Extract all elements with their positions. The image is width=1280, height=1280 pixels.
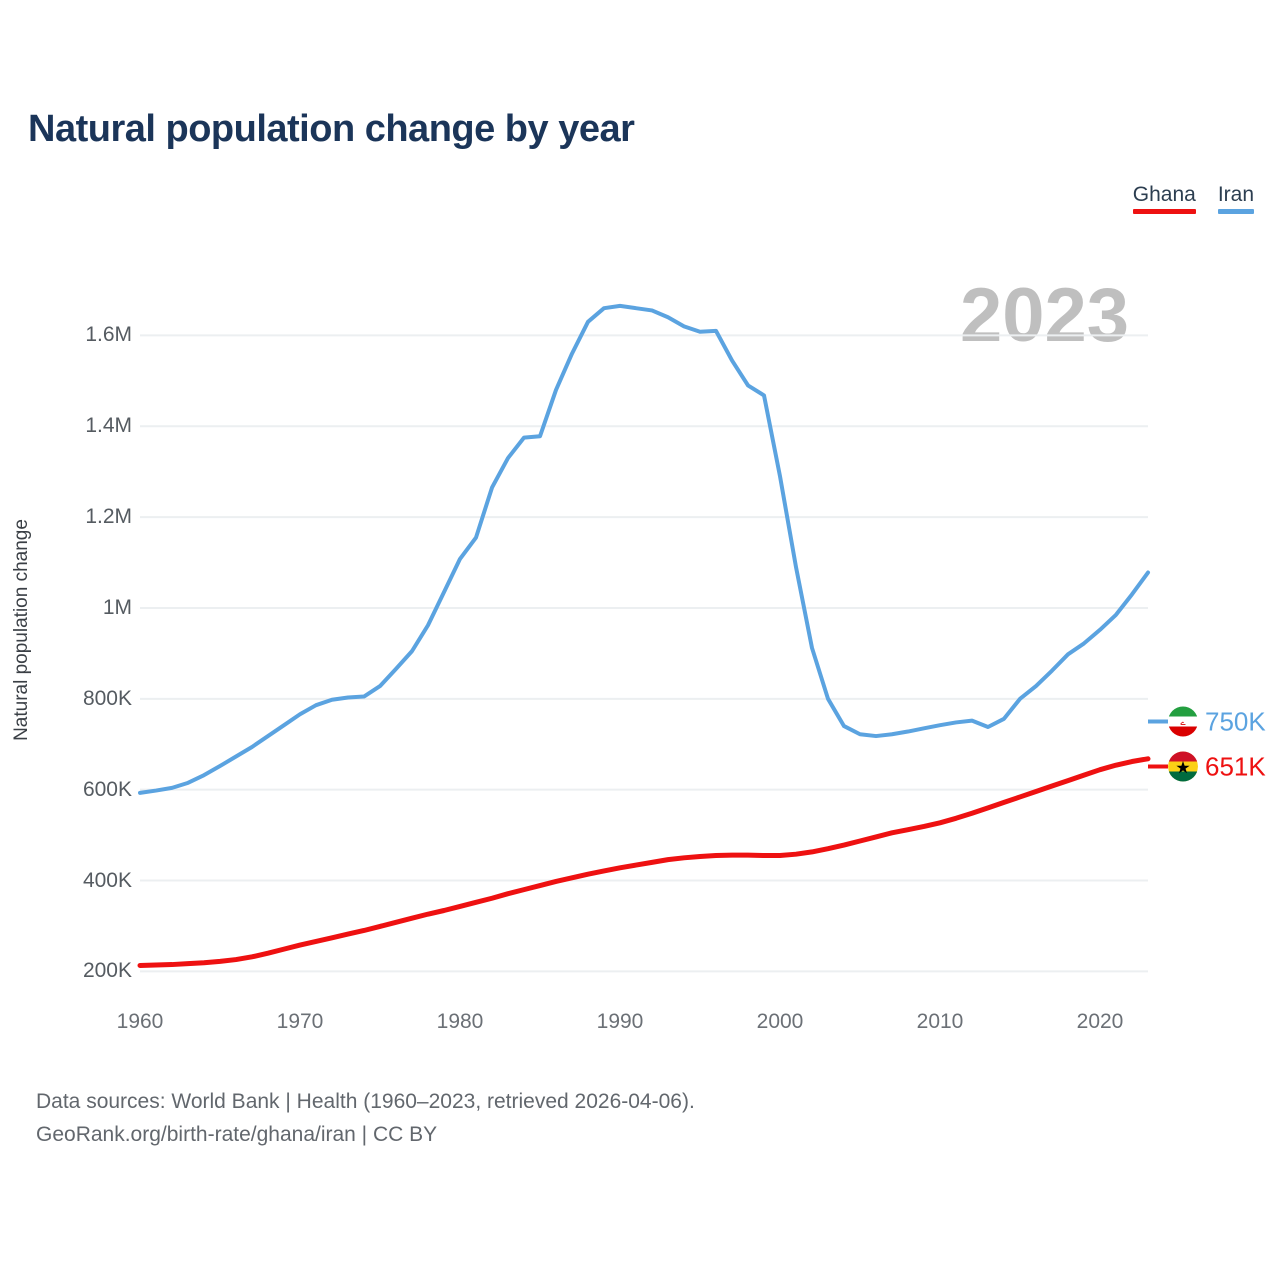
x-axis-tick: 2000 <box>756 1010 804 1033</box>
legend-item-label: Ghana <box>1132 183 1196 206</box>
footer-line-sources: Data sources: World Bank | Health (1960–… <box>36 1090 695 1113</box>
iran-flag-icon: ے <box>1168 706 1198 737</box>
legend-item-ghana[interactable]: Ghana <box>1132 183 1196 215</box>
x-axis-tick: 1990 <box>596 1010 644 1033</box>
legend-color-swatch <box>1217 209 1254 215</box>
y-axis-tick: 200K <box>82 959 132 983</box>
endpoint-connectors <box>1148 719 1168 769</box>
x-axis-tick: 1970 <box>276 1010 324 1033</box>
chart-legend: Ghana Iran <box>1132 183 1254 215</box>
footer-line-url: GeoRank.org/birth-rate/ghana/iran | CC B… <box>36 1122 438 1146</box>
endpoint-iran: ے 750K <box>1168 706 1266 737</box>
y-axis-tick: 1M <box>102 595 132 619</box>
y-axis-tick: 1.2M <box>85 505 132 529</box>
endpoint-value-label: 651K <box>1205 751 1266 781</box>
series-line-iran <box>138 303 1150 795</box>
x-axis-tick: 1980 <box>436 1010 484 1033</box>
page-title: Natural population change by year <box>28 108 635 150</box>
legend-item-iran[interactable]: Iran <box>1217 183 1254 215</box>
x-axis-tick: 2010 <box>916 1010 964 1033</box>
y-axis-tick: 600K <box>82 777 132 801</box>
legend-item-label: Iran <box>1217 183 1254 206</box>
legend-color-swatch <box>1132 209 1196 215</box>
svg-text:ے: ے <box>1180 718 1186 728</box>
series-line-ghana <box>137 756 1151 968</box>
x-axis-tick: 1960 <box>116 1010 164 1033</box>
gridlines <box>140 334 1148 973</box>
ghana-flag-icon <box>1168 751 1198 782</box>
endpoint-ghana: 651K <box>1168 751 1266 782</box>
endpoint-value-label: 750K <box>1205 706 1266 737</box>
y-axis-tick: 1.6M <box>85 323 132 347</box>
x-axis-tick: 2020 <box>1076 1010 1124 1033</box>
y-axis-tick: 400K <box>82 868 132 892</box>
watermark-year-label: 2023 <box>960 273 1130 358</box>
series-lines <box>137 303 1151 968</box>
y-axis-tick: 800K <box>82 686 132 710</box>
y-axis-tick: 1.4M <box>85 414 132 438</box>
footer-attribution: Data sources: World Bank | Health (1960–… <box>36 1086 695 1151</box>
